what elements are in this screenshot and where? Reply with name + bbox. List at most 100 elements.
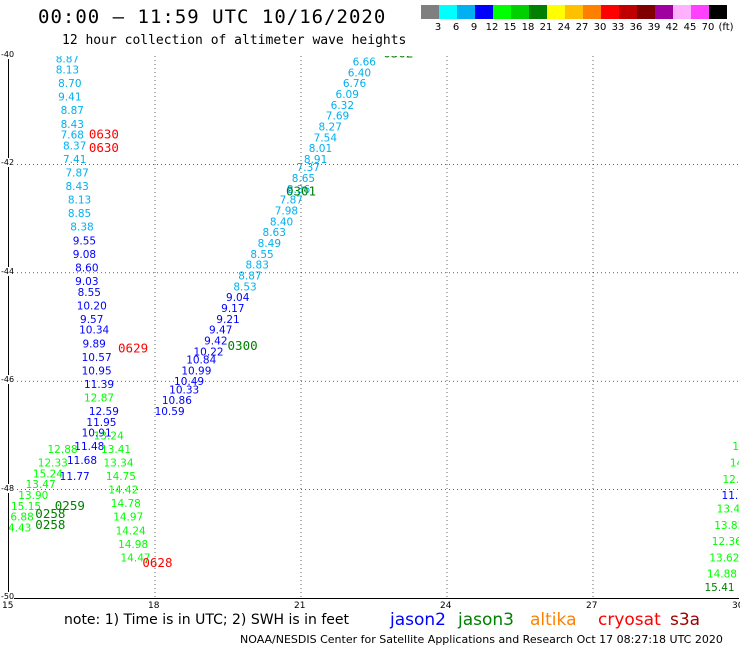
pass-time-label: 0258 — [35, 506, 65, 521]
map-subtitle: 12 hour collection of altimeter wave hei… — [62, 33, 407, 48]
wave-height-value: 8.55 — [78, 287, 101, 299]
wave-height-value: 14 — [732, 441, 739, 453]
footer-credit: NOAA/NESDIS Center for Satellite Applica… — [240, 633, 723, 646]
scale-swatch — [601, 5, 619, 19]
wave-height-value: 15.15 — [11, 501, 41, 513]
scale-label: 15 — [503, 22, 517, 33]
y-axis-tick-label: -48 — [1, 483, 15, 493]
wave-height-value: 13.62 — [709, 552, 739, 564]
wave-height-value: 11.77 — [60, 471, 90, 483]
pass-time-label: 0629 — [118, 341, 148, 356]
wave-height-value: 13.90 — [18, 490, 48, 502]
wave-height-value: 8.43 — [65, 181, 88, 193]
wave-height-value: 14.42 — [108, 485, 138, 497]
wave-height-value: 6.09 — [336, 89, 359, 101]
wave-height-value: 8.27 — [319, 121, 342, 133]
wave-height-value: 9.17 — [221, 303, 244, 315]
wave-height-value: 11.48 — [74, 441, 104, 453]
satellite-legend-item: cryosat — [598, 610, 661, 630]
scale-label: 42 — [665, 22, 679, 33]
wave-height-value: 14.75 — [106, 471, 136, 483]
wave-height-value: 10.33 — [169, 384, 199, 396]
y-axis-tick-label: -42 — [1, 158, 15, 168]
scale-label: (ft) — [718, 22, 734, 33]
scale-label: 12 — [485, 22, 499, 33]
scale-swatch — [655, 5, 673, 19]
pass-time-label: 0628 — [142, 555, 172, 570]
pass-time-label: 0301 — [286, 184, 316, 199]
wave-height-value: 10.57 — [82, 352, 112, 364]
scale-label: 27 — [575, 22, 589, 33]
scale-swatch — [691, 5, 709, 19]
pass-time-label: 0259 — [55, 498, 85, 513]
y-axis-tick-label: -44 — [1, 266, 15, 276]
wave-height-value: 10.99 — [181, 365, 211, 377]
wave-height-value: 7.87 — [65, 168, 88, 180]
wave-height-value: 12.36 — [712, 536, 739, 548]
wave-height-value: 9.08 — [73, 249, 96, 261]
scale-label: 36 — [629, 22, 643, 33]
scale-swatch — [457, 5, 475, 19]
wave-height-value: 8.55 — [250, 249, 273, 261]
wave-height-value: 8.87 — [61, 105, 84, 117]
wave-height-value: 9.21 — [216, 314, 239, 326]
wave-height-value: 12.59 — [89, 406, 119, 418]
wave-height-value: 9.47 — [209, 325, 232, 337]
x-axis-tick-label: 15 — [2, 601, 14, 611]
x-axis-tick-label: 30 — [732, 601, 740, 611]
wave-height-value: 9.57 — [80, 314, 103, 326]
scale-label: 39 — [647, 22, 661, 33]
wave-height-value: 14.97 — [113, 512, 143, 524]
scale-swatch — [637, 5, 655, 19]
scale-swatch — [583, 5, 601, 19]
satellite-legend-item: altika — [530, 610, 577, 630]
wave-height-value: 6.40 — [348, 67, 371, 79]
wave-height-value: 7.98 — [275, 205, 298, 217]
y-axis-tick-label: -50 — [1, 592, 15, 601]
scale-swatch — [529, 5, 547, 19]
map-title: 00:00 – 11:59 UTC 10/16/2020 — [38, 6, 387, 28]
wave-height-value: 14.88 — [707, 569, 737, 581]
wave-height-value: 9.89 — [82, 338, 105, 350]
wave-height-value: 14 — [730, 458, 739, 470]
wave-height-value: 8.38 — [70, 222, 93, 234]
scale-label: 30 — [593, 22, 607, 33]
wave-height-value: 10.22 — [194, 346, 224, 358]
wave-height-value: 12.87 — [84, 392, 114, 404]
wave-height-value: 5.92 — [360, 56, 383, 58]
scale-label: 9 — [470, 22, 478, 33]
wave-height-value: 7.54 — [314, 132, 338, 144]
scale-label: 21 — [539, 22, 553, 33]
scale-swatch — [709, 5, 727, 19]
scale-label: 70 — [701, 22, 715, 33]
wave-height-value: 16.88 — [9, 512, 34, 524]
wave-height-value: 8.43 — [61, 119, 84, 131]
wave-height-value: 13.46 — [717, 504, 739, 516]
satellite-legend-item: jason3 — [458, 610, 514, 630]
wave-height-value: 14.98 — [118, 539, 148, 551]
wave-height-map: 5.926.666.406.766.096.327.698.277.548.01… — [9, 56, 739, 598]
wave-height-value: 8.70 — [58, 78, 81, 90]
wave-height-value: 12.33 — [38, 458, 68, 470]
wave-height-value: 6.76 — [343, 78, 367, 90]
x-axis-tick-label: 24 — [440, 601, 452, 611]
wave-height-value: 10.59 — [155, 406, 185, 418]
wave-height-value: 8.36 — [287, 184, 311, 196]
legend-note: note: 1) Time is in UTC; 2) SWH is in fe… — [64, 612, 350, 628]
scale-swatch — [673, 5, 691, 19]
y-axis-tick-label: -40 — [1, 50, 15, 59]
wave-height-value: 8.13 — [56, 65, 79, 77]
scale-swatch — [493, 5, 511, 19]
wave-height-value: 13.34 — [103, 458, 133, 470]
scale-swatch — [619, 5, 637, 19]
wave-height-value: 8.63 — [263, 227, 286, 239]
wave-height-value: 7.37 — [297, 162, 320, 174]
wave-height-value: 12.88 — [48, 444, 78, 456]
pass-time-label: 0258 — [35, 517, 65, 532]
wave-height-value: 8.85 — [68, 208, 91, 220]
wave-height-value: 8.87 — [238, 271, 261, 283]
pass-time-label: 0630 — [89, 127, 119, 142]
wave-height-value: 12.7 — [722, 474, 739, 486]
wave-height-value: 9.42 — [204, 336, 227, 348]
wave-height-value: 7.41 — [63, 154, 86, 166]
